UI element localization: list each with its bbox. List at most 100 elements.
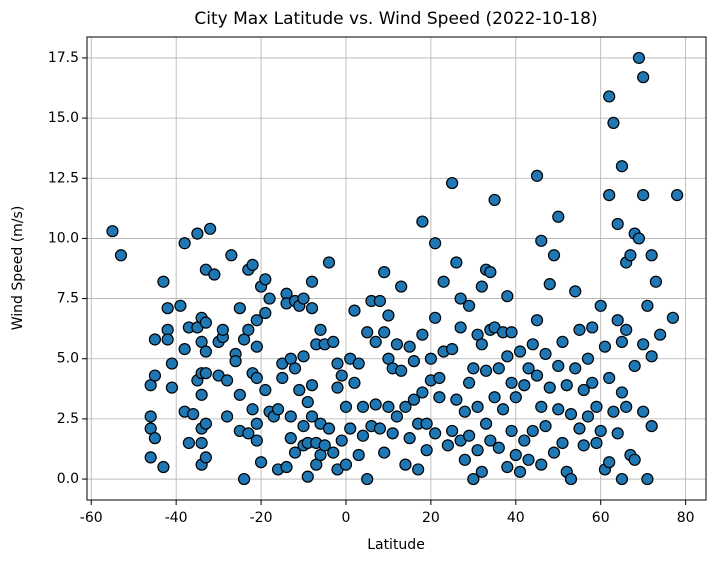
point bbox=[530, 369, 544, 382]
point bbox=[178, 343, 191, 356]
x-tick-label: -40 bbox=[165, 510, 188, 526]
point bbox=[106, 225, 119, 238]
point bbox=[242, 323, 255, 336]
x-tick-label: 20 bbox=[422, 510, 440, 526]
point bbox=[607, 116, 620, 130]
point bbox=[441, 439, 454, 452]
point bbox=[501, 460, 514, 474]
point bbox=[488, 391, 501, 404]
point bbox=[492, 441, 505, 454]
point bbox=[603, 456, 616, 469]
point bbox=[348, 376, 361, 389]
point bbox=[327, 446, 340, 459]
point bbox=[271, 403, 285, 416]
x-tick-label: 0 bbox=[342, 510, 351, 526]
point bbox=[148, 369, 162, 382]
point bbox=[416, 215, 429, 228]
point bbox=[352, 448, 365, 462]
point bbox=[620, 323, 633, 336]
point bbox=[484, 434, 497, 447]
point bbox=[288, 446, 302, 459]
point bbox=[611, 217, 624, 231]
point bbox=[429, 237, 442, 250]
point bbox=[611, 427, 624, 440]
point bbox=[560, 379, 573, 392]
point bbox=[637, 338, 650, 351]
point bbox=[284, 410, 297, 423]
point bbox=[649, 275, 663, 288]
point bbox=[429, 311, 442, 324]
point bbox=[628, 359, 641, 373]
point bbox=[407, 355, 421, 368]
point bbox=[475, 338, 488, 351]
point bbox=[641, 299, 654, 312]
point bbox=[564, 407, 578, 421]
point bbox=[339, 458, 353, 471]
point bbox=[556, 335, 569, 348]
point bbox=[513, 465, 527, 478]
point bbox=[429, 427, 442, 440]
point bbox=[204, 222, 217, 235]
point bbox=[395, 280, 408, 293]
point bbox=[586, 376, 599, 389]
point bbox=[590, 436, 603, 450]
point bbox=[577, 383, 590, 397]
x-axis-label: Latitude bbox=[367, 537, 425, 553]
point bbox=[645, 420, 658, 433]
point bbox=[322, 256, 336, 269]
point bbox=[632, 232, 646, 245]
point bbox=[603, 90, 616, 103]
point bbox=[420, 444, 433, 457]
point bbox=[637, 405, 650, 418]
point bbox=[373, 294, 387, 308]
point bbox=[174, 299, 187, 312]
point bbox=[535, 400, 548, 413]
point bbox=[543, 381, 556, 394]
point bbox=[607, 405, 620, 418]
point bbox=[216, 323, 229, 336]
point bbox=[475, 465, 488, 478]
point bbox=[615, 335, 629, 348]
point bbox=[250, 417, 263, 430]
point bbox=[539, 347, 552, 361]
point bbox=[581, 352, 595, 365]
point bbox=[237, 472, 251, 486]
point bbox=[564, 472, 578, 486]
y-tick-label: 10.0 bbox=[48, 230, 79, 246]
point bbox=[581, 410, 595, 423]
point bbox=[471, 400, 484, 413]
point bbox=[501, 290, 514, 303]
point bbox=[148, 333, 162, 346]
point bbox=[225, 249, 238, 262]
point bbox=[305, 410, 319, 423]
y-tick-label: 0.0 bbox=[57, 471, 79, 487]
point bbox=[191, 227, 204, 240]
point bbox=[250, 434, 263, 447]
point bbox=[424, 352, 437, 365]
point bbox=[390, 338, 404, 351]
point bbox=[518, 379, 531, 392]
point bbox=[314, 323, 327, 336]
point bbox=[331, 357, 344, 370]
point bbox=[259, 383, 272, 397]
point bbox=[195, 388, 208, 401]
point bbox=[144, 451, 157, 464]
point bbox=[369, 335, 382, 348]
point bbox=[305, 379, 319, 392]
point bbox=[348, 304, 361, 317]
point bbox=[331, 381, 344, 394]
point bbox=[475, 280, 488, 293]
point bbox=[530, 169, 544, 182]
x-tick-label: -20 bbox=[250, 510, 273, 526]
point bbox=[637, 189, 650, 202]
point bbox=[488, 193, 501, 207]
point bbox=[603, 371, 616, 385]
point bbox=[603, 189, 616, 202]
point bbox=[378, 266, 391, 279]
point bbox=[611, 314, 624, 327]
point bbox=[573, 422, 586, 435]
point bbox=[254, 456, 268, 469]
point bbox=[199, 367, 212, 380]
point bbox=[297, 292, 310, 305]
x-tick-label: 80 bbox=[677, 510, 695, 526]
